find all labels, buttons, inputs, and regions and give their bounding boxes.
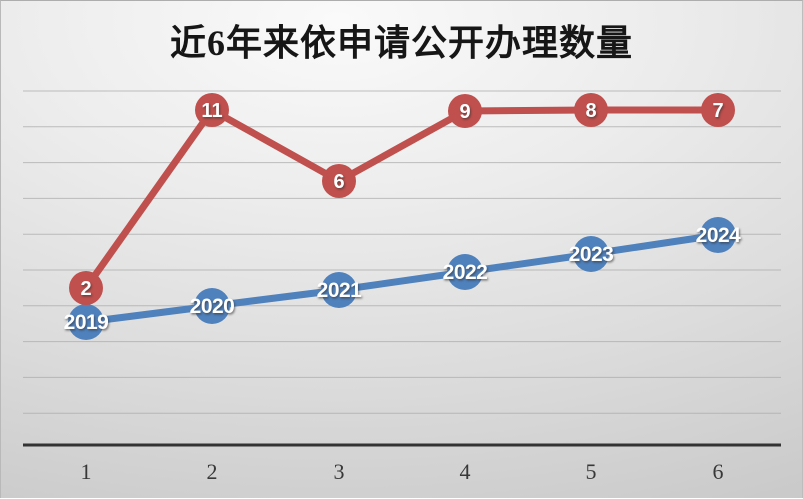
- year-series-point-label: 2020: [190, 295, 235, 318]
- x-axis-tick-label: 2: [207, 459, 218, 484]
- x-axis-tick-label: 5: [586, 459, 597, 484]
- count-series-marker: [322, 164, 356, 198]
- year-series-point-label: 2024: [696, 224, 742, 247]
- x-axis-tick-label: 3: [334, 459, 345, 484]
- year-series-line: [82, 231, 722, 326]
- year-series-marker: [573, 236, 609, 272]
- chart-title: 近6年来依申请公开办理数量: [169, 23, 633, 63]
- year-series-point-label: 2023: [569, 243, 614, 266]
- count-series-marker: [574, 93, 608, 127]
- count-series-point-label: 6: [333, 171, 344, 193]
- count-series-point-label: 8: [585, 100, 596, 122]
- year-series-point-label: 2021: [317, 279, 363, 302]
- count-series-line: [82, 106, 722, 292]
- year-series-point-label: 2022: [443, 261, 488, 284]
- year-series-marker: [447, 254, 483, 290]
- count-series-marker: [448, 94, 482, 128]
- x-axis-tick-label: 4: [460, 459, 471, 484]
- year-series-marker: [321, 272, 357, 308]
- year-series-marker: [68, 304, 104, 340]
- count-series-marker: [69, 271, 103, 305]
- x-axis-tick-label: 6: [713, 459, 724, 484]
- count-series-point-label: 11: [201, 100, 222, 122]
- count-series-point-label: 7: [712, 100, 723, 122]
- year-series-marker: [194, 288, 230, 324]
- count-series-point-label: 9: [459, 101, 470, 123]
- count-series-point-label: 2: [80, 278, 91, 300]
- x-axis-tick-label: 1: [81, 459, 92, 484]
- count-series-marker: [195, 93, 229, 127]
- year-series-marker: [700, 217, 736, 253]
- count-series-marker: [701, 93, 735, 127]
- year-series-point-label: 2019: [64, 311, 109, 334]
